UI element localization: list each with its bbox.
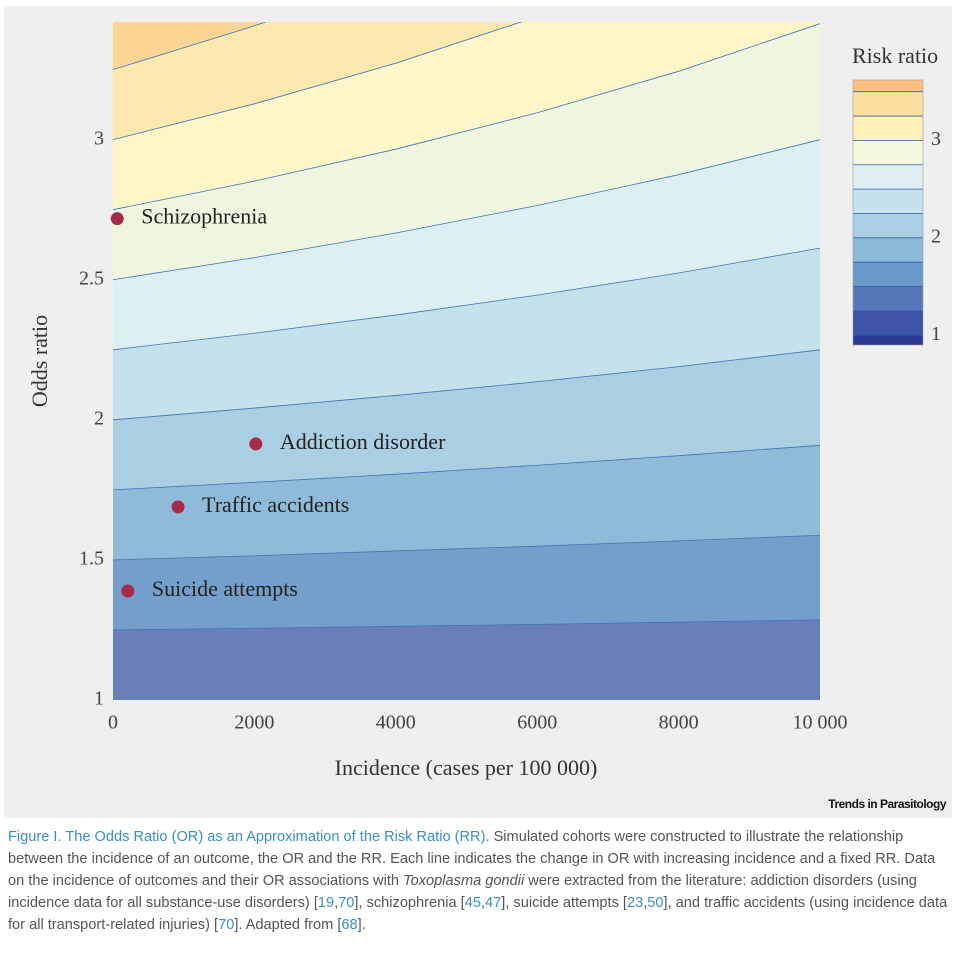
caption-link[interactable]: 45 — [464, 895, 481, 911]
x-tick-label: 0 — [108, 712, 118, 734]
contour-line — [113, 139, 820, 281]
y-tick-label: 2 — [94, 407, 104, 429]
colorbar-frame — [852, 79, 924, 346]
x-tick-label: 2000 — [234, 712, 274, 734]
plot-area — [113, 22, 820, 700]
x-tick-label: 6000 — [517, 712, 557, 734]
caption-link[interactable]: 70 — [338, 895, 355, 911]
colorbar-tick-label: 3 — [931, 128, 941, 150]
colorbar-title: Risk ratio — [852, 43, 938, 68]
colorbar-block — [853, 213, 923, 238]
x-tick-label: 10 000 — [793, 712, 848, 734]
colorbar-block — [853, 335, 923, 345]
colorbar-block — [853, 189, 923, 214]
x-tick-label: 4000 — [376, 712, 416, 734]
chart: Incidence (cases per 100 000) Odds ratio… — [4, 6, 952, 818]
y-tick-label: 2.5 — [79, 267, 104, 289]
contour-line — [113, 534, 820, 561]
data-point — [171, 500, 185, 514]
y-tick-label: 1.5 — [79, 548, 104, 570]
caption-plain: , — [643, 895, 648, 911]
caption-plain: were extracted from the literature: addi… — [8, 873, 917, 911]
data-point — [121, 584, 135, 598]
caption-plain: ], and traffic accidents (using incidenc… — [8, 895, 948, 933]
caption-plain: , — [480, 895, 486, 911]
contour-line — [113, 23, 820, 211]
colorbar-block — [853, 91, 923, 117]
contour-band — [113, 619, 820, 700]
contour-line — [113, 247, 820, 351]
contour-line — [113, 444, 820, 491]
caption-link[interactable]: 19 — [317, 895, 335, 911]
caption-plain: ]. — [357, 917, 366, 933]
point-label: Schizophrenia — [141, 204, 267, 229]
point-label: Traffic accidents — [202, 492, 349, 517]
y-tick-label: 1 — [94, 688, 104, 710]
colorbar-tick-label: 2 — [931, 225, 941, 247]
source: Trends in Parasitology — [828, 797, 947, 811]
caption-plain: , — [334, 895, 339, 911]
y-tick-label: 3 — [94, 127, 104, 149]
colorbar-block — [853, 262, 923, 287]
caption-plain: ], schizophrenia [ — [354, 895, 465, 911]
colorbar-tick-label: 1 — [931, 323, 941, 345]
colorbar-block — [853, 237, 923, 263]
caption-link[interactable]: 50 — [647, 895, 664, 911]
caption-plain: ], suicide attempts [ — [501, 895, 627, 911]
caption: Figure I. The Odds Ratio (OR) as an Appr… — [8, 826, 953, 936]
x-tick-label: 8000 — [659, 712, 699, 734]
y-axis-label: Odds ratio — [27, 315, 52, 407]
colorbar-block — [853, 164, 923, 190]
colorbar-block — [853, 80, 923, 92]
colorbar-block — [853, 116, 923, 141]
contour-line — [113, 22, 523, 141]
colorbar-block — [853, 310, 923, 336]
contour-line — [113, 349, 820, 421]
contour-line — [113, 22, 267, 71]
caption-link[interactable]: 70 — [218, 917, 235, 933]
colorbar-block — [853, 286, 923, 311]
point-label: Suicide attempts — [152, 576, 298, 601]
caption-plain: ]. Adapted from [ — [234, 917, 342, 933]
caption-italic: Toxoplasma gondii — [403, 873, 525, 889]
x-axis-label: Incidence (cases per 100 000) — [335, 755, 598, 780]
contour-line — [113, 619, 820, 631]
data-point — [249, 437, 263, 451]
data-point — [110, 212, 124, 226]
caption-link[interactable]: 68 — [341, 917, 358, 933]
caption-link[interactable]: 23 — [627, 895, 644, 911]
caption-plain: Simulated cohorts were constructed to il… — [8, 829, 936, 889]
point-label: Addiction disorder — [280, 429, 446, 454]
colorbar-block — [853, 140, 923, 165]
caption-title: Figure I. The Odds Ratio (OR) as an Appr… — [8, 829, 490, 845]
caption-link[interactable]: 47 — [485, 895, 502, 911]
